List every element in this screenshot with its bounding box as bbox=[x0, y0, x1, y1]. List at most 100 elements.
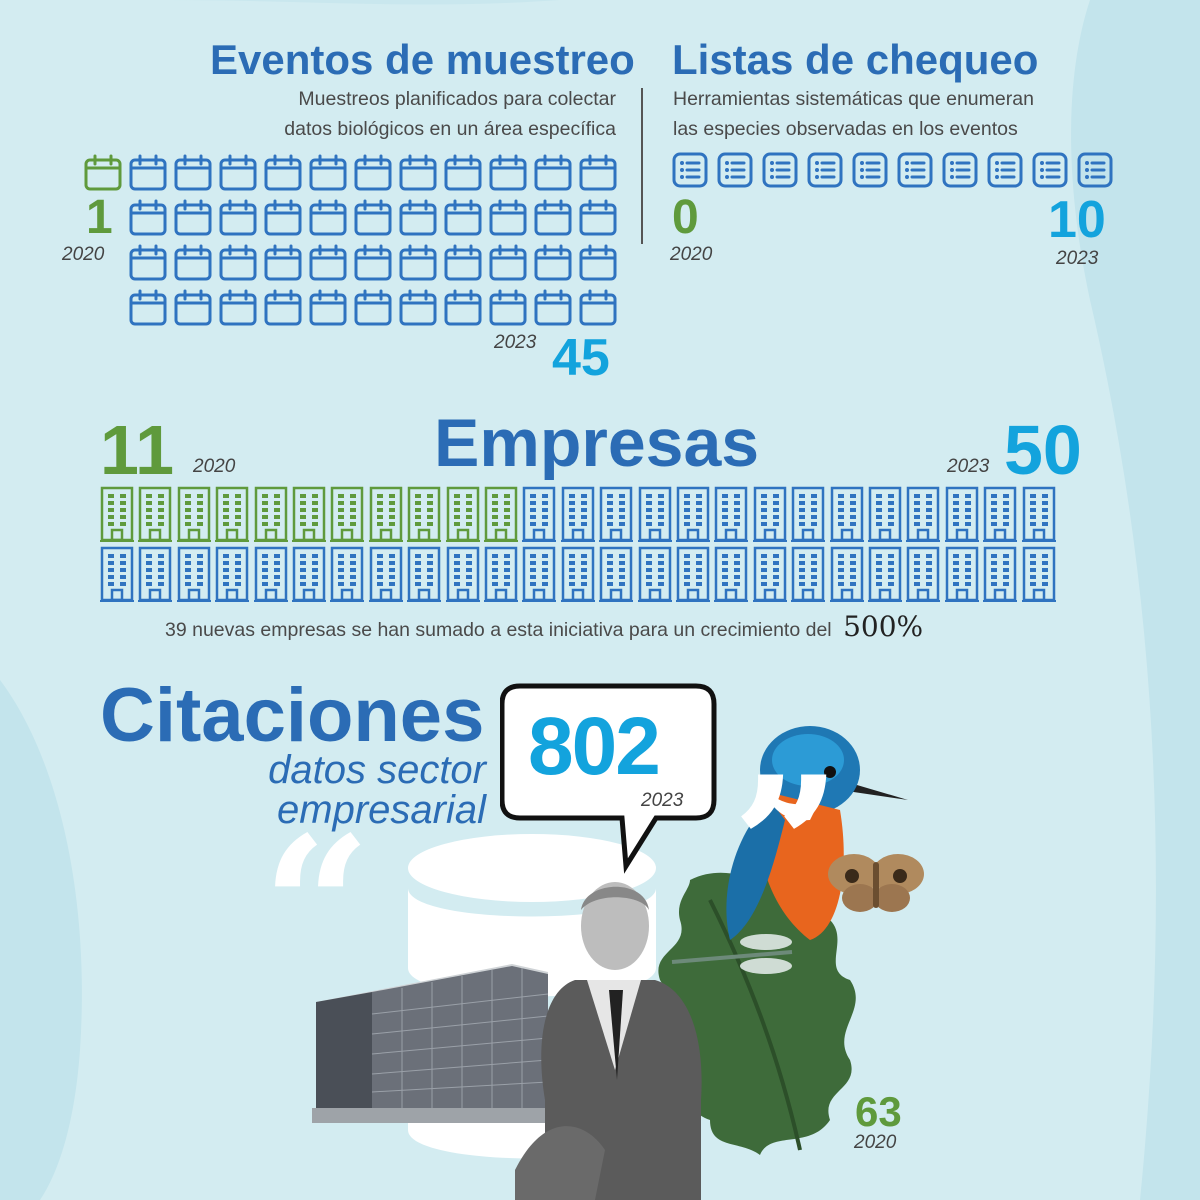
building-icon bbox=[829, 486, 864, 542]
sampling-start-value: 1 bbox=[86, 191, 113, 244]
building-icon bbox=[445, 546, 480, 602]
building-icon bbox=[1021, 546, 1056, 602]
checklist-icon bbox=[717, 152, 753, 188]
open-quote-mark: “ bbox=[262, 795, 372, 1018]
checklist-icon-grid bbox=[672, 152, 1122, 192]
building-icon bbox=[944, 486, 979, 542]
checklist-icon bbox=[897, 152, 933, 188]
companies-start-value: 11 bbox=[100, 411, 174, 489]
building-icon-grid bbox=[100, 486, 1100, 604]
building-icon bbox=[829, 546, 864, 602]
calendar-icon bbox=[489, 154, 527, 191]
building-icon bbox=[176, 546, 211, 602]
calendar-icon bbox=[534, 244, 572, 281]
citations-title: Citaciones bbox=[100, 673, 485, 758]
checklists-description-line2: las especies observadas en los eventos bbox=[673, 118, 1018, 140]
citations-start-value: 63 bbox=[855, 1088, 902, 1135]
building-icon bbox=[868, 546, 902, 602]
calendar-icon bbox=[489, 289, 527, 326]
calendar-icon bbox=[444, 154, 482, 191]
calendar-icon bbox=[534, 289, 572, 326]
building-icon bbox=[714, 546, 749, 602]
building-icon bbox=[637, 546, 672, 602]
citations-subtitle-line1: datos sector bbox=[268, 748, 486, 792]
companies-note-text: 39 nuevas empresas se han sumado a esta … bbox=[165, 619, 832, 641]
checklists-start-value: 0 bbox=[672, 191, 699, 244]
calendar-icon bbox=[579, 289, 617, 326]
building-icon bbox=[983, 486, 1018, 542]
man-portrait-image bbox=[515, 882, 702, 1200]
calendar-icon bbox=[399, 244, 437, 281]
building-icon bbox=[944, 546, 979, 602]
growth-percentage: 500% bbox=[843, 610, 924, 643]
building-icon bbox=[791, 486, 826, 542]
sampling-end-year: 2023 bbox=[494, 332, 537, 353]
building-icon bbox=[560, 546, 595, 602]
calendar-icon bbox=[309, 289, 347, 326]
building-icon bbox=[522, 546, 557, 602]
calendar-icon bbox=[489, 199, 527, 236]
building-icon bbox=[100, 546, 134, 602]
citations-subtitle-line2: empresarial bbox=[277, 788, 486, 832]
calendar-icon bbox=[354, 199, 392, 236]
sampling-description-line1: Muestreos planificados para colectar bbox=[298, 88, 616, 110]
building-icon bbox=[560, 486, 595, 542]
calendar-icon bbox=[354, 154, 392, 191]
building-icon bbox=[292, 486, 326, 542]
calendar-icon bbox=[354, 289, 392, 326]
building-icon bbox=[368, 546, 403, 602]
building-icon bbox=[714, 486, 749, 542]
sampling-description-line2: datos biológicos en un área específica bbox=[284, 118, 616, 140]
citations-bubble-year: 2023 bbox=[641, 790, 684, 811]
sampling-start-year: 2020 bbox=[62, 244, 105, 265]
calendar-icon bbox=[174, 154, 212, 191]
companies-title: Empresas bbox=[434, 405, 760, 481]
building-icon bbox=[752, 546, 787, 602]
calendar-icon bbox=[399, 154, 437, 191]
calendar-icon bbox=[309, 244, 347, 281]
building-icon bbox=[676, 546, 710, 602]
oak-leaf-image bbox=[658, 870, 856, 1155]
checklists-end-value: 10 bbox=[1048, 191, 1106, 249]
building-icon bbox=[752, 486, 787, 542]
calendar-icon bbox=[444, 199, 482, 236]
speech-bubble bbox=[500, 683, 717, 874]
building-icon bbox=[215, 546, 250, 602]
kingfisher-bird-image bbox=[726, 726, 908, 940]
sampling-title: Eventos de muestreo bbox=[210, 36, 635, 83]
building-icon bbox=[599, 546, 634, 602]
checklist-icon bbox=[807, 152, 843, 188]
calendar-icon bbox=[129, 154, 167, 191]
building-icon bbox=[791, 546, 826, 602]
calendar-icon bbox=[534, 154, 572, 191]
calendar-icon bbox=[444, 244, 482, 281]
calendar-icon bbox=[84, 154, 122, 191]
calendar-icon bbox=[354, 244, 392, 281]
calendar-icon bbox=[489, 244, 527, 281]
companies-end-year: 2023 bbox=[947, 456, 990, 477]
calendar-icon bbox=[219, 154, 257, 191]
calendar-icon bbox=[129, 244, 167, 281]
calendar-icon bbox=[219, 199, 257, 236]
calendar-icon bbox=[579, 199, 617, 236]
building-icon bbox=[407, 486, 442, 542]
checklist-icon bbox=[942, 152, 978, 188]
calendar-icon bbox=[264, 244, 302, 281]
checklists-start-year: 2020 bbox=[670, 244, 713, 265]
building-icon bbox=[906, 546, 941, 602]
building-icon bbox=[100, 486, 134, 542]
building-icon bbox=[138, 486, 173, 542]
calendar-icon bbox=[399, 199, 437, 236]
calendar-icon bbox=[264, 154, 302, 191]
calendar-icon bbox=[579, 244, 617, 281]
companies-end-value: 50 bbox=[1004, 411, 1082, 489]
building-icon bbox=[368, 486, 403, 542]
building-icon bbox=[983, 546, 1018, 602]
building-icon bbox=[484, 546, 518, 602]
calendar-icon bbox=[444, 289, 482, 326]
calendar-icon bbox=[399, 289, 437, 326]
calendar-icon bbox=[129, 199, 167, 236]
calendar-icon bbox=[264, 199, 302, 236]
calendar-icon bbox=[219, 244, 257, 281]
calendar-icon bbox=[174, 199, 212, 236]
